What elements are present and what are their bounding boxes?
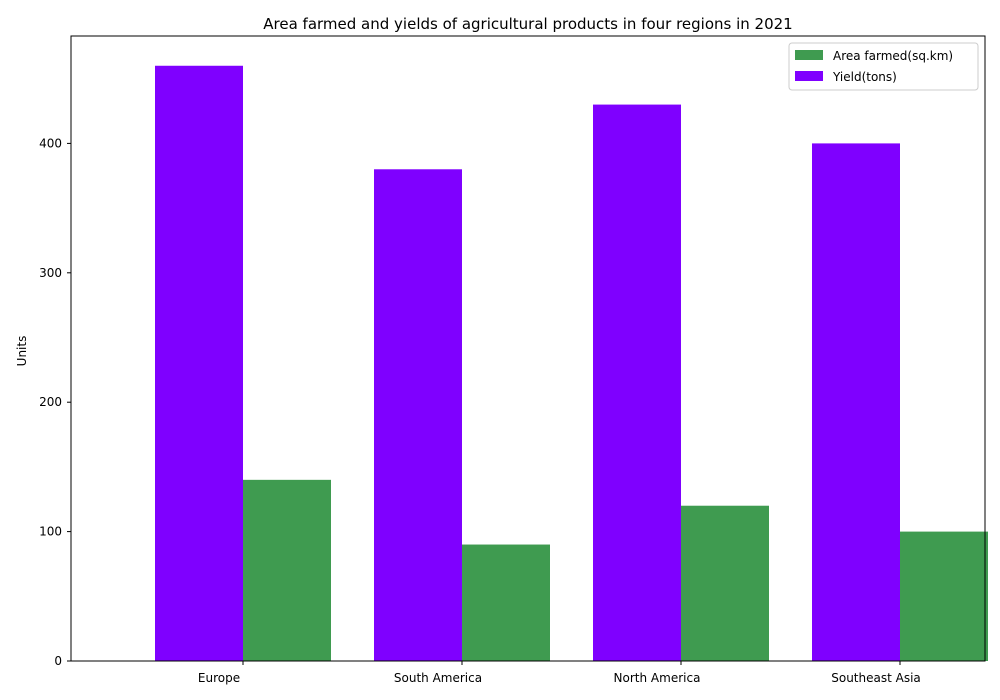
y-tick-label: 300 <box>39 266 62 280</box>
bar-area-southeast-asia <box>900 531 988 661</box>
chart-title: Area farmed and yields of agricultural p… <box>263 15 792 33</box>
legend-label-area-farmed-sq-km: Area farmed(sq.km) <box>833 49 953 63</box>
bar-yield-south-america <box>374 169 462 662</box>
y-tick-label: 200 <box>39 395 62 409</box>
bar-yield-europe <box>155 65 243 661</box>
x-tick-label: Europe <box>198 671 240 685</box>
bar-area-south-america <box>462 544 550 661</box>
y-axis-ticks: 0 100 200 300 400 <box>39 136 71 668</box>
bars-layer <box>155 65 988 662</box>
x-tick-label: Southeast Asia <box>831 671 921 685</box>
y-tick-label: 0 <box>54 654 62 668</box>
x-tick-label: South America <box>394 671 482 685</box>
bar-yield-north-america <box>593 104 681 661</box>
bar-yield-southeast-asia <box>812 143 900 661</box>
bar-area-europe <box>243 479 331 661</box>
legend-label-yield-tons: Yield(tons) <box>832 70 897 84</box>
x-axis-ticks: Europe South America North America Southeas… <box>198 661 921 685</box>
legend-swatch-area-farmed-sq-km <box>795 50 823 60</box>
legend: Area farmed(sq.km) Yield(tons) <box>788 42 979 91</box>
y-tick-label: 100 <box>39 525 62 539</box>
x-tick-label: North America <box>614 671 701 685</box>
plot-frame <box>70 35 986 662</box>
y-tick-label: 400 <box>39 136 62 150</box>
bar-area-north-america <box>681 505 769 661</box>
legend-swatch-yield-tons <box>795 71 823 81</box>
y-axis-label: Units <box>15 336 29 367</box>
legend-box <box>788 42 979 91</box>
